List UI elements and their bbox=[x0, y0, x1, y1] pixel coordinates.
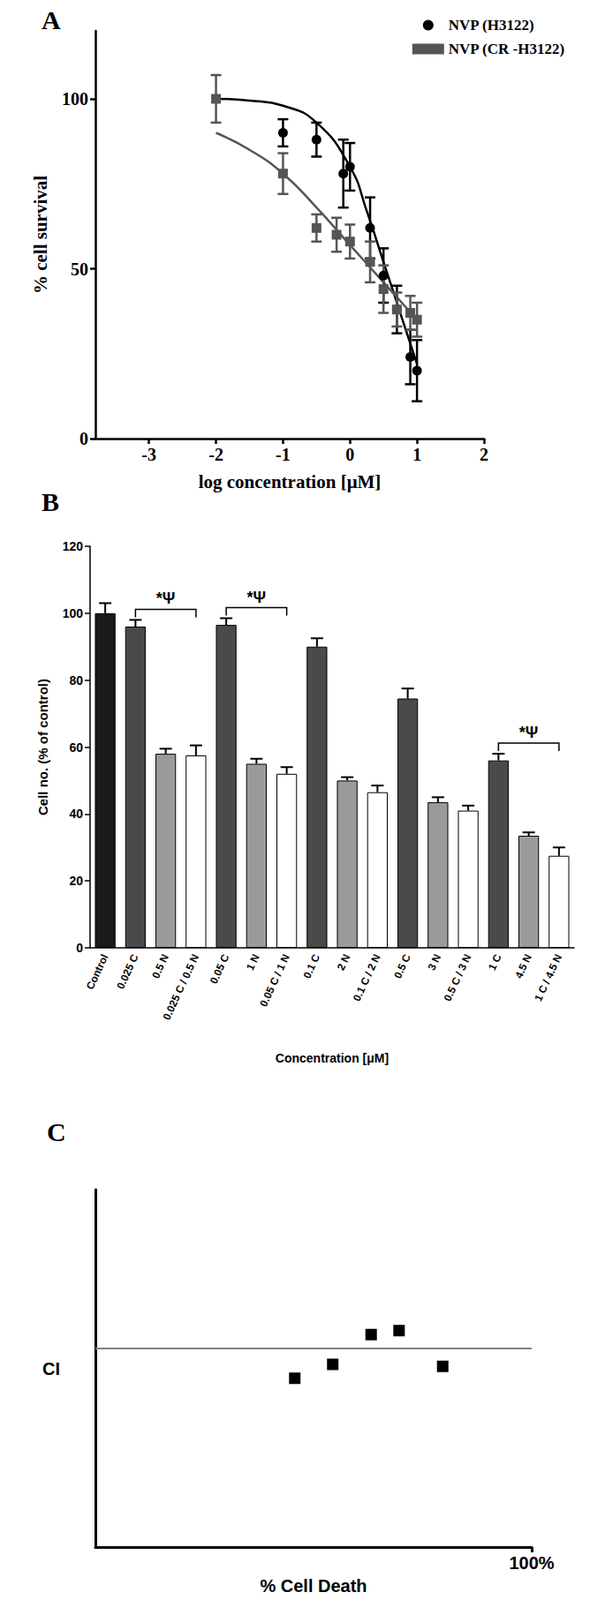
svg-text:100: 100 bbox=[62, 606, 84, 621]
svg-text:1: 1 bbox=[412, 445, 422, 465]
svg-text:2: 2 bbox=[479, 445, 489, 465]
svg-text:Control: Control bbox=[83, 952, 112, 993]
svg-text:% Cell Death: % Cell Death bbox=[259, 1577, 367, 1597]
svg-text:1 C: 1 C bbox=[485, 952, 505, 974]
svg-text:50: 50 bbox=[70, 259, 89, 280]
svg-text:*Ψ: *Ψ bbox=[156, 589, 176, 608]
svg-text:100: 100 bbox=[61, 89, 89, 109]
svg-text:Cell no. (% of control): Cell no. (% of control) bbox=[35, 679, 51, 817]
svg-text:0.5 N: 0.5 N bbox=[149, 952, 172, 982]
svg-text:80: 80 bbox=[68, 673, 84, 689]
svg-text:-3: -3 bbox=[141, 445, 157, 465]
svg-text:NVP (H3122): NVP (H3122) bbox=[448, 16, 535, 34]
svg-text:60: 60 bbox=[68, 741, 84, 756]
svg-text:1 C / 4.5 N: 1 C / 4.5 N bbox=[531, 952, 565, 1005]
svg-text:20: 20 bbox=[68, 874, 84, 889]
svg-text:4.5 N: 4.5 N bbox=[512, 952, 535, 982]
svg-text:B: B bbox=[41, 487, 60, 517]
svg-text:0.5 C: 0.5 C bbox=[391, 952, 414, 982]
svg-text:0.025 C: 0.025 C bbox=[113, 952, 142, 992]
svg-text:C: C bbox=[46, 1118, 67, 1148]
svg-text:% cell survival: % cell survival bbox=[30, 175, 52, 295]
svg-text:0.1 C / 2 N: 0.1 C / 2 N bbox=[350, 952, 384, 1005]
svg-text:0.1 C: 0.1 C bbox=[300, 952, 323, 982]
svg-text:0: 0 bbox=[345, 445, 355, 465]
svg-text:A: A bbox=[41, 5, 61, 35]
svg-text:-1: -1 bbox=[275, 445, 291, 465]
svg-text:100%: 100% bbox=[508, 1554, 554, 1574]
svg-text:0: 0 bbox=[79, 429, 89, 449]
svg-text:120: 120 bbox=[62, 539, 84, 554]
svg-text:40: 40 bbox=[68, 807, 84, 822]
svg-text:log concentration [μM]: log concentration [μM] bbox=[198, 471, 382, 493]
svg-text:1 N: 1 N bbox=[243, 952, 263, 974]
svg-text:-2: -2 bbox=[208, 445, 224, 465]
svg-text:0.05 C / 1 N: 0.05 C / 1 N bbox=[257, 952, 293, 1010]
svg-text:0: 0 bbox=[75, 941, 84, 956]
svg-text:0.05 C: 0.05 C bbox=[207, 952, 233, 987]
svg-text:NVP (CR -H3122): NVP (CR -H3122) bbox=[448, 40, 565, 58]
svg-text:Concentration [μM]: Concentration [μM] bbox=[275, 1051, 389, 1067]
svg-text:3 N: 3 N bbox=[425, 952, 445, 974]
svg-text:*Ψ: *Ψ bbox=[247, 589, 267, 607]
svg-text:*Ψ: *Ψ bbox=[519, 724, 539, 742]
svg-text:0.025 C / 0.5 N: 0.025 C / 0.5 N bbox=[159, 952, 202, 1023]
svg-text:2 N: 2 N bbox=[334, 952, 354, 974]
svg-text:CI: CI bbox=[42, 1360, 61, 1380]
svg-text:0.5 C / 3 N: 0.5 C / 3 N bbox=[441, 952, 475, 1005]
